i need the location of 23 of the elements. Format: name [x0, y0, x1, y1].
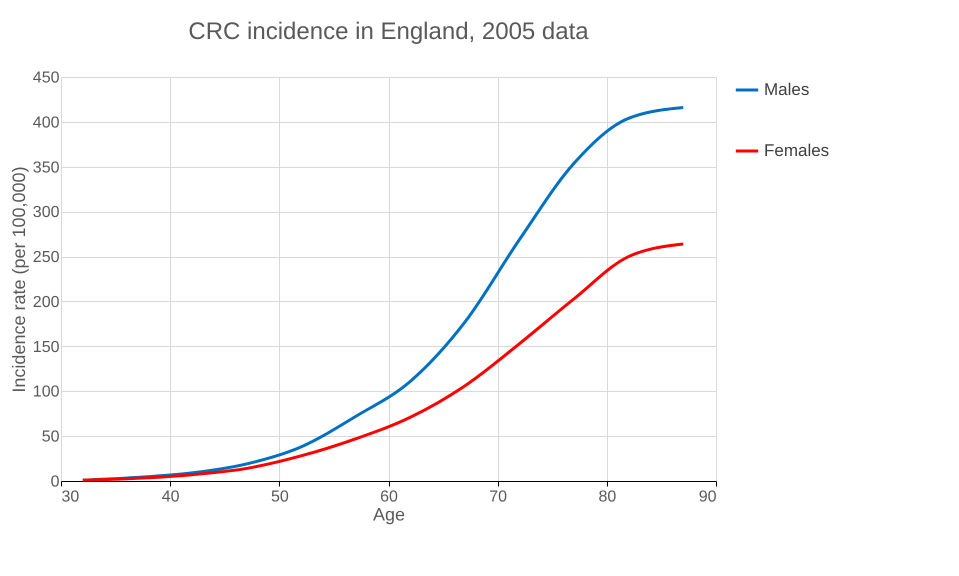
y-tick-label: 300: [32, 204, 60, 222]
y-tick-label: 100: [32, 384, 60, 401]
y-tick-label: 50: [42, 428, 60, 446]
chart-title: CRC incidence in England, 2005 data: [188, 18, 590, 45]
x-tick-label: 90: [698, 488, 717, 506]
legend-label: Males: [764, 80, 810, 99]
y-tick-label: 200: [32, 294, 60, 311]
y-tick-label: 400: [32, 114, 60, 132]
x-axis-title: Age: [372, 504, 406, 524]
y-axis-title: Incidence rate (per 100,000): [8, 166, 29, 393]
y-tick-label: 150: [32, 338, 60, 356]
x-tick-label: 40: [162, 488, 180, 506]
y-tick-label: 250: [32, 249, 60, 266]
legend-label: Females: [764, 141, 830, 160]
x-tick-label: 30: [62, 488, 80, 506]
x-tick-label: 70: [489, 488, 508, 506]
y-tick-label: 450: [32, 70, 60, 86]
x-tick-label: 80: [598, 488, 616, 506]
x-tick-label: 50: [270, 488, 289, 506]
line-series: [81, 242, 685, 482]
y-tick-label: 0: [50, 474, 60, 490]
y-tick-label: 350: [32, 159, 60, 176]
x-tick-label: 60: [380, 488, 398, 506]
